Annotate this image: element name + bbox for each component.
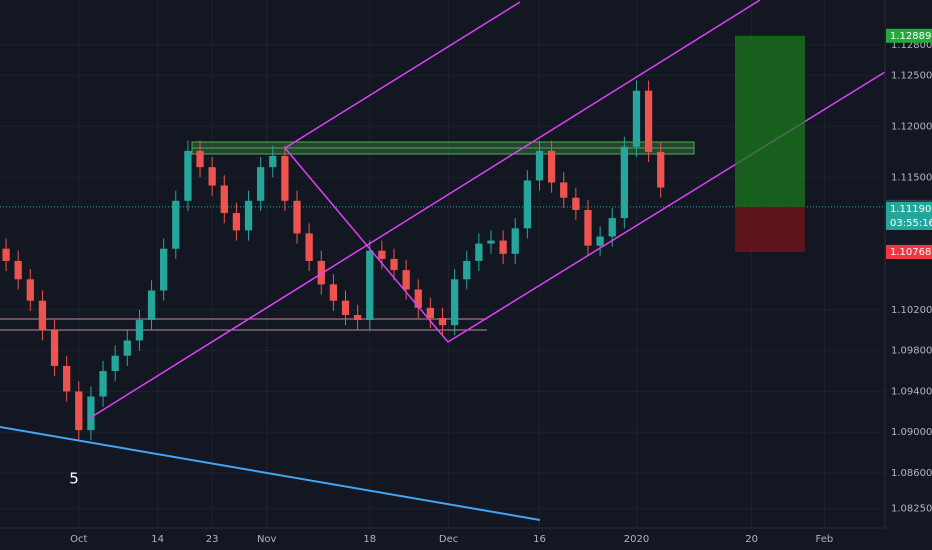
candle-body — [147, 290, 156, 321]
y-tick-label: 1.12500 — [891, 70, 932, 81]
price-tag-label: 1.11190 — [890, 204, 931, 215]
candle-body — [2, 248, 10, 261]
price-tag-label: 1.12889 — [890, 31, 931, 42]
x-tick-label: 2020 — [624, 534, 649, 545]
countdown: 03:55:16 — [890, 218, 932, 229]
candle-body — [293, 200, 301, 234]
y-tick-label: 1.12000 — [891, 121, 932, 132]
candle-body — [269, 155, 277, 168]
candle-body — [523, 180, 531, 229]
y-tick-label: 1.08250 — [891, 504, 932, 515]
x-tick-label: Nov — [257, 534, 277, 545]
candle-body — [584, 209, 592, 246]
pitchfork-median — [89, 0, 761, 419]
candle-body — [644, 90, 653, 152]
price-tag — [886, 201, 932, 216]
candle-body — [547, 150, 556, 183]
position-box — [735, 35, 805, 252]
candle-body — [608, 218, 616, 237]
candle-body — [257, 167, 265, 201]
candle-body — [123, 340, 131, 356]
x-tick-label: 23 — [206, 534, 219, 545]
axes: 1.08250 1.08600 1.09000 1.09400 1.09800 1.102… — [70, 28, 932, 545]
candle-body — [378, 250, 386, 259]
candle-body — [535, 150, 544, 181]
y-tick-label: 1.09000 — [891, 427, 932, 438]
candle-body — [596, 236, 604, 246]
candle-body — [75, 391, 83, 431]
candle-body — [366, 250, 374, 321]
pitchfork — [89, 0, 886, 419]
pitchfork-upper — [284, 1, 521, 149]
candle-body — [450, 279, 459, 326]
candle-body — [487, 240, 495, 244]
y-tick-label: 1.11500 — [891, 172, 932, 183]
price-tag — [886, 244, 932, 259]
candle-body — [305, 233, 313, 261]
candle-body — [220, 185, 228, 214]
candle-body — [232, 213, 241, 231]
x-tick-label: 20 — [745, 534, 758, 545]
candle-body — [160, 248, 168, 291]
candle-body — [329, 284, 338, 301]
candle-body — [511, 228, 519, 254]
candle-body — [63, 365, 71, 392]
candle-body — [244, 200, 253, 231]
candle-body — [317, 260, 325, 285]
candle-body — [341, 300, 350, 315]
candle-body — [26, 279, 34, 301]
price-axis — [885, 0, 932, 550]
candle-body — [172, 200, 180, 249]
candle-body — [414, 289, 422, 308]
annotation: 5 — [69, 470, 79, 488]
candle-body — [560, 182, 568, 198]
x-tick-label: Dec — [439, 534, 458, 545]
y-tick-label: 1.08600 — [891, 468, 932, 479]
candle-body — [475, 243, 483, 261]
pitchfork-lower — [447, 71, 886, 343]
candle-body — [38, 300, 47, 331]
y-tick-label: 1.12800 — [891, 40, 932, 51]
profit-zone — [735, 35, 805, 207]
x-tick-label: 18 — [363, 534, 376, 545]
x-tick-label: Feb — [816, 534, 834, 545]
candle-body — [184, 150, 192, 201]
candle-body — [50, 330, 59, 366]
candle-body — [390, 258, 398, 271]
loss-zone — [735, 206, 805, 252]
drawings — [0, 141, 695, 521]
candle-body — [14, 260, 22, 280]
candle-body — [632, 90, 641, 147]
candle-body — [208, 167, 216, 186]
candle-body — [281, 155, 289, 201]
candle-body — [463, 260, 471, 280]
candle-body — [196, 150, 204, 168]
candle-body — [426, 307, 435, 319]
pitchfork-handle — [284, 147, 449, 343]
candle-body — [402, 270, 410, 290]
trend-line — [0, 426, 541, 521]
candle-body — [572, 197, 580, 210]
countdown-tag — [886, 215, 932, 230]
y-tick-label: 1.09800 — [891, 346, 932, 357]
candle-body — [99, 371, 107, 397]
candle-body — [438, 318, 447, 326]
y-tick-label: 1.09400 — [891, 386, 932, 397]
x-tick-label: 16 — [533, 534, 546, 545]
price-tag-label: 1.10768 — [890, 247, 931, 258]
candle-body — [135, 320, 144, 341]
x-tick-label: 14 — [151, 534, 164, 545]
y-tick-label: 1.10200 — [891, 305, 932, 316]
candle-body — [111, 355, 119, 372]
x-tick-label: Oct — [70, 534, 87, 545]
candle-body — [499, 240, 507, 254]
candles — [2, 80, 665, 441]
candle-body — [87, 396, 95, 431]
price-tag — [886, 28, 932, 43]
candle-body — [354, 314, 362, 321]
candle-body — [657, 151, 665, 188]
candle-body — [620, 146, 628, 219]
